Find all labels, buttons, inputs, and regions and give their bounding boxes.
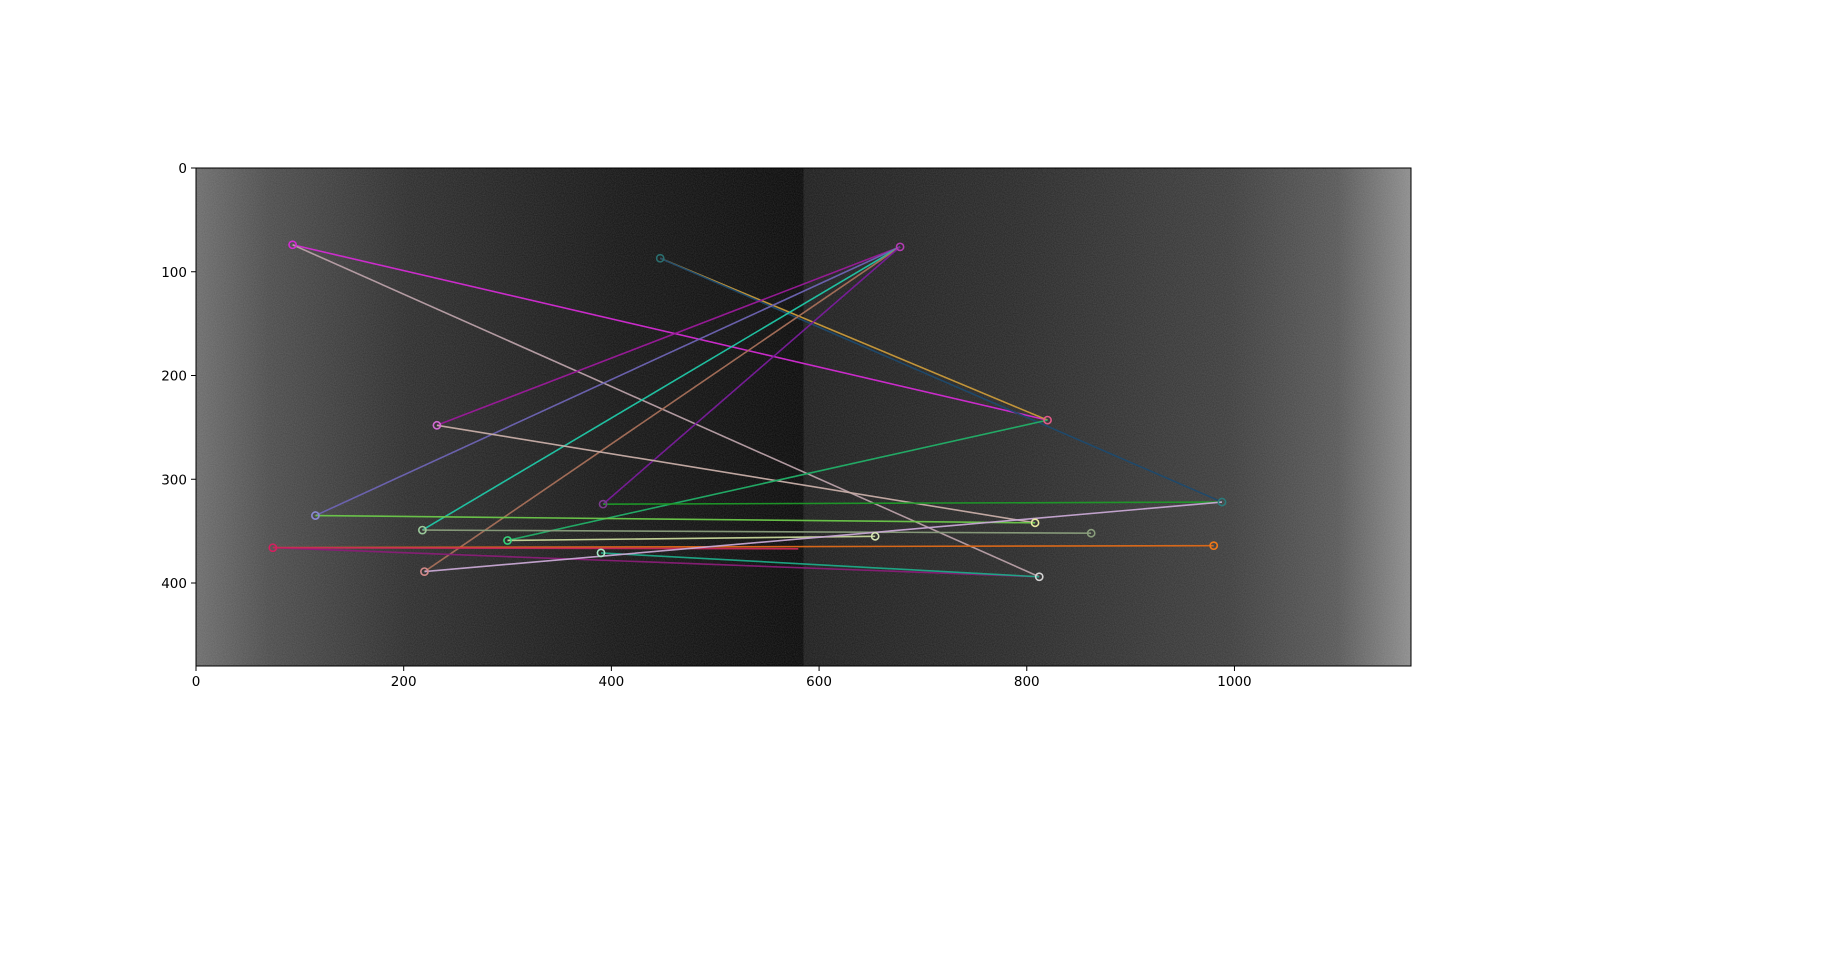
x-tick-label-1000: 1000 — [1217, 674, 1251, 690]
keypoint-7 — [1217, 497, 1227, 507]
keypoint-5 — [1043, 415, 1052, 425]
x-tick-label-800: 800 — [1014, 674, 1040, 690]
keypoint-4 — [432, 420, 442, 430]
match-line-14 — [422, 529, 1092, 535]
keypoint-15 — [1209, 541, 1219, 551]
match-line-7 — [421, 246, 901, 531]
keypoint-14 — [268, 543, 278, 553]
x-tick-label-600: 600 — [806, 674, 832, 690]
keypoint-9 — [1030, 518, 1040, 528]
match-line-10 — [436, 424, 1036, 524]
match-line-11 — [507, 419, 1048, 542]
image-noise-texture — [196, 168, 1411, 666]
match-line-13 — [315, 514, 1036, 524]
y-tick-label-100: 100 — [161, 265, 187, 281]
y-tick-label-300: 300 — [161, 472, 187, 488]
keypoint-3 — [895, 242, 905, 252]
plot-frame — [195, 167, 1412, 667]
match-line-12 — [603, 501, 1223, 505]
match-line-4 — [659, 257, 1223, 503]
match-lines — [272, 243, 1223, 578]
x-tick-label-400: 400 — [598, 674, 624, 690]
keypoint-markers — [268, 240, 1227, 582]
keypoint-12 — [870, 531, 880, 541]
keypoint-10 — [417, 525, 427, 535]
keypoint-13 — [503, 536, 512, 545]
y-tick-label-200: 200 — [161, 369, 187, 385]
keypoint-2 — [655, 253, 665, 263]
keypoint-16 — [596, 548, 606, 558]
keypoint-8 — [311, 511, 320, 520]
match-line-18 — [272, 546, 799, 550]
x-tick-label-0: 0 — [192, 674, 201, 690]
match-line-17 — [272, 546, 1040, 578]
keypoint-1 — [288, 240, 297, 250]
match-line-1 — [292, 243, 1048, 421]
y-tick-label-400: 400 — [161, 576, 187, 592]
y-tick-label-0: 0 — [178, 161, 187, 177]
match-line-20 — [424, 501, 1223, 573]
match-line-5 — [436, 246, 901, 427]
match-line-3 — [659, 257, 1048, 421]
plot-area — [196, 168, 1411, 666]
keypoint-17 — [420, 567, 429, 576]
x-axis: 0 200 400 600 800 1000 — [192, 666, 1252, 690]
x-tick-label-200: 200 — [391, 674, 417, 690]
keypoint-18 — [1034, 572, 1044, 582]
match-line-19 — [600, 552, 1040, 578]
match-line-6 — [315, 246, 901, 517]
keypoint-6 — [598, 499, 608, 509]
y-axis: 0 100 200 300 400 — [161, 161, 196, 592]
keypoint-11 — [1086, 528, 1096, 538]
